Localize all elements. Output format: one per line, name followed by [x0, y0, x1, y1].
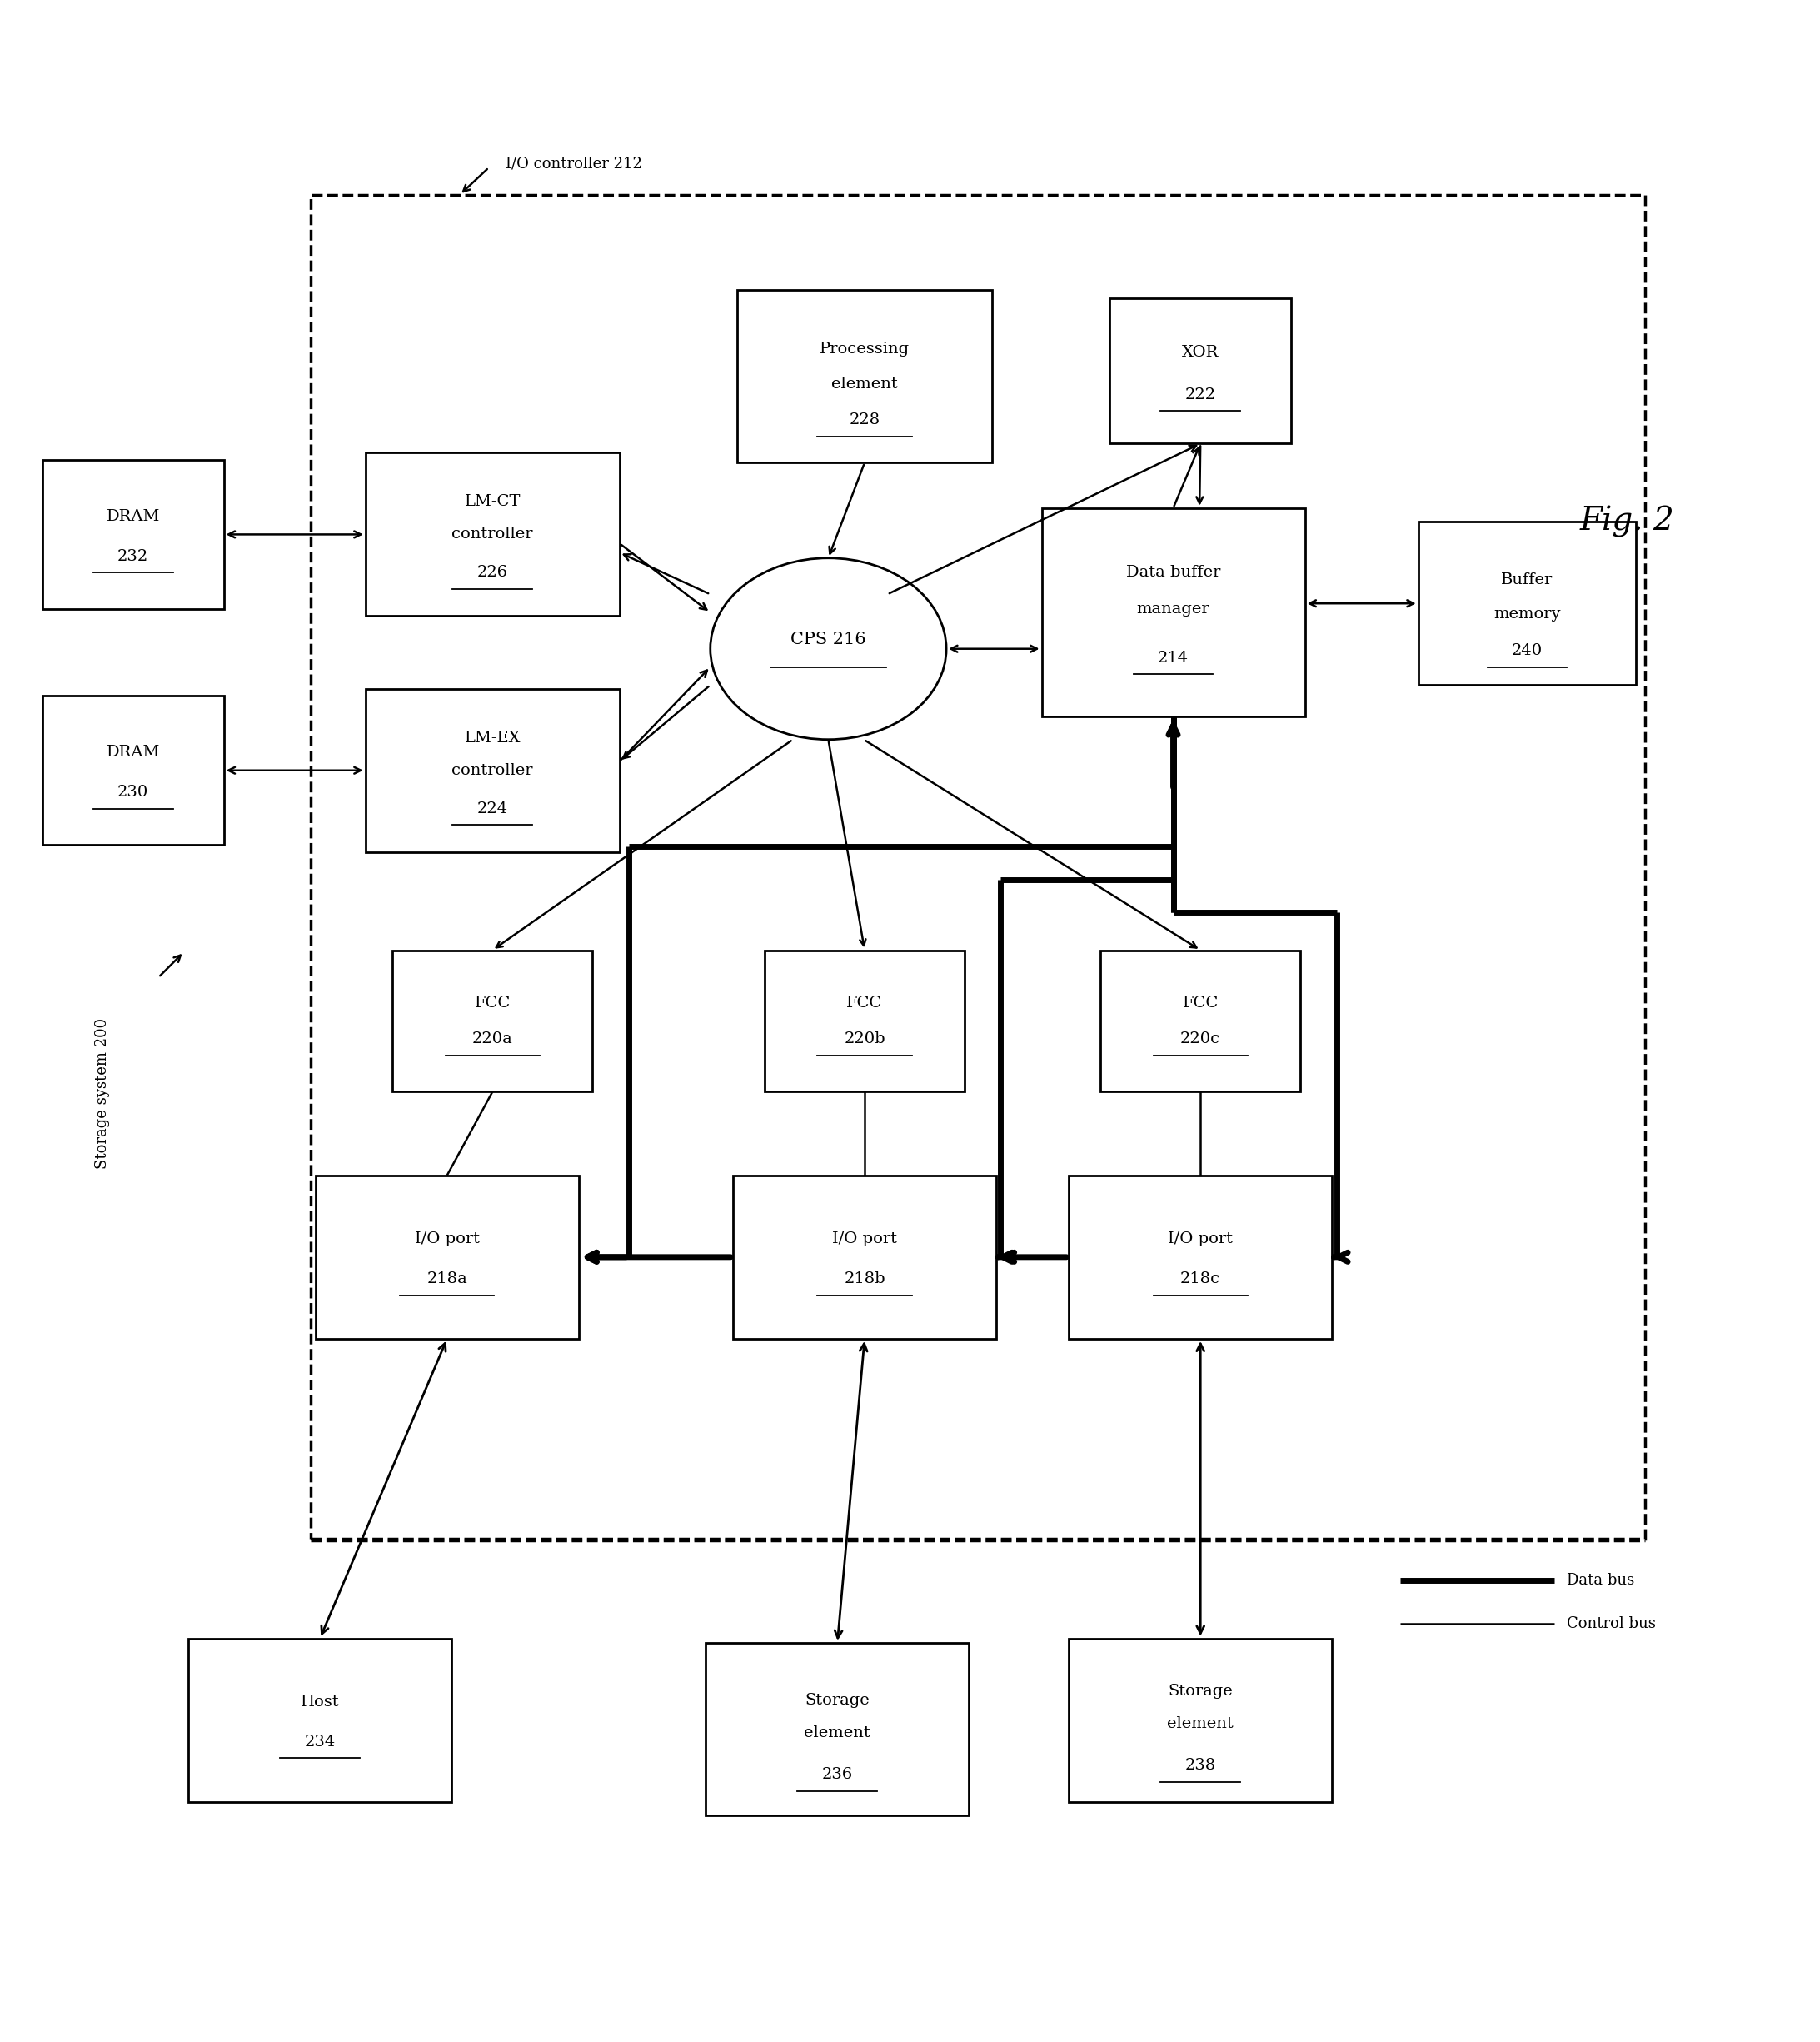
- Text: Data buffer: Data buffer: [1127, 566, 1221, 580]
- Text: controller: controller: [451, 527, 533, 541]
- Text: 232: 232: [118, 549, 149, 564]
- Text: I/O port: I/O port: [832, 1231, 897, 1246]
- Text: 240: 240: [1512, 643, 1543, 658]
- FancyBboxPatch shape: [42, 459, 224, 609]
- Text: DRAM: DRAM: [106, 508, 160, 523]
- Text: Storage system 200: Storage system 200: [95, 1019, 109, 1170]
- Ellipse shape: [710, 557, 946, 739]
- Text: manager: manager: [1138, 600, 1210, 617]
- FancyBboxPatch shape: [1101, 950, 1299, 1092]
- Text: 228: 228: [850, 412, 881, 427]
- Text: I/O port: I/O port: [1168, 1231, 1232, 1246]
- Text: Processing: Processing: [819, 341, 910, 357]
- Text: 234: 234: [304, 1734, 335, 1750]
- Text: 226: 226: [477, 566, 508, 580]
- Text: 224: 224: [477, 800, 508, 817]
- Text: element: element: [1167, 1715, 1234, 1732]
- Text: Control bus: Control bus: [1567, 1617, 1656, 1632]
- Text: 214: 214: [1158, 649, 1188, 666]
- Text: LM-CT: LM-CT: [464, 494, 521, 508]
- Text: Storage: Storage: [804, 1693, 870, 1707]
- Text: 238: 238: [1185, 1758, 1216, 1772]
- FancyBboxPatch shape: [366, 688, 619, 852]
- Text: element: element: [804, 1725, 870, 1740]
- FancyBboxPatch shape: [1110, 298, 1290, 443]
- Text: FCC: FCC: [846, 994, 883, 1011]
- Text: Data bus: Data bus: [1567, 1572, 1634, 1589]
- Text: Fig. 2: Fig. 2: [1580, 506, 1674, 537]
- Text: FCC: FCC: [475, 994, 510, 1011]
- FancyBboxPatch shape: [733, 1176, 996, 1340]
- FancyBboxPatch shape: [393, 950, 592, 1092]
- Text: Storage: Storage: [1168, 1683, 1232, 1699]
- Text: DRAM: DRAM: [106, 745, 160, 760]
- FancyBboxPatch shape: [315, 1176, 579, 1340]
- Text: I/O controller 212: I/O controller 212: [506, 157, 642, 172]
- Text: memory: memory: [1494, 606, 1562, 621]
- Text: Buffer: Buffer: [1502, 572, 1552, 588]
- Text: Host: Host: [300, 1695, 339, 1709]
- Text: I/O port: I/O port: [415, 1231, 479, 1246]
- Text: 222: 222: [1185, 388, 1216, 402]
- Text: 218a: 218a: [426, 1272, 468, 1286]
- Text: FCC: FCC: [1183, 994, 1218, 1011]
- FancyBboxPatch shape: [189, 1638, 451, 1801]
- Text: controller: controller: [451, 764, 533, 778]
- FancyBboxPatch shape: [706, 1644, 968, 1815]
- FancyBboxPatch shape: [1041, 508, 1305, 717]
- Text: 220c: 220c: [1181, 1031, 1221, 1048]
- Text: element: element: [832, 376, 897, 392]
- Text: XOR: XOR: [1181, 345, 1219, 359]
- FancyBboxPatch shape: [1068, 1638, 1332, 1801]
- Text: 230: 230: [118, 784, 149, 800]
- FancyBboxPatch shape: [366, 453, 619, 617]
- Text: 236: 236: [823, 1766, 854, 1783]
- Text: 220a: 220a: [471, 1031, 513, 1048]
- Text: 218b: 218b: [844, 1272, 885, 1286]
- FancyBboxPatch shape: [737, 290, 992, 464]
- FancyBboxPatch shape: [1418, 521, 1636, 684]
- Text: 220b: 220b: [844, 1031, 885, 1048]
- Text: 218c: 218c: [1181, 1272, 1221, 1286]
- FancyBboxPatch shape: [764, 950, 965, 1092]
- FancyBboxPatch shape: [1068, 1176, 1332, 1340]
- Text: CPS 216: CPS 216: [790, 631, 866, 647]
- FancyBboxPatch shape: [42, 696, 224, 845]
- Text: LM-EX: LM-EX: [464, 731, 521, 745]
